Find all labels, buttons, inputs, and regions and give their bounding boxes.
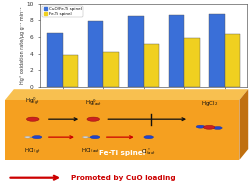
Circle shape (144, 136, 153, 139)
Bar (209, 14, 225, 87)
Polygon shape (5, 89, 248, 100)
Polygon shape (5, 100, 239, 160)
Text: Hg$^0_{(ad)}$: Hg$^0_{(ad)}$ (85, 98, 102, 108)
Text: HCl$_{(g)}$: HCl$_{(g)}$ (24, 147, 41, 157)
Circle shape (196, 125, 205, 128)
Circle shape (213, 126, 222, 129)
Circle shape (83, 136, 88, 138)
Bar (62, 54, 78, 87)
Circle shape (90, 136, 100, 139)
Bar (225, 34, 240, 87)
Bar (47, 33, 62, 87)
Bar (169, 15, 184, 87)
Text: Fe-Ti spinel: Fe-Ti spinel (99, 150, 145, 156)
Bar (88, 21, 103, 87)
Circle shape (203, 125, 215, 129)
Bar (184, 38, 200, 87)
Circle shape (25, 136, 30, 138)
Legend: CuO/Fe-Ti spinel, Fe-Ti spinel: CuO/Fe-Ti spinel, Fe-Ti spinel (42, 6, 83, 17)
Text: Promoted by CuO loading: Promoted by CuO loading (71, 175, 175, 181)
Text: Cl$^*_{(ad)}$: Cl$^*_{(ad)}$ (141, 147, 156, 157)
Text: HgCl$_2$: HgCl$_2$ (201, 99, 218, 108)
Circle shape (32, 136, 42, 139)
Circle shape (87, 117, 100, 121)
Bar (128, 16, 144, 87)
Polygon shape (239, 89, 248, 160)
Circle shape (26, 117, 39, 121)
Y-axis label: Hg° oxidation rate/μg g⁻¹ min⁻¹: Hg° oxidation rate/μg g⁻¹ min⁻¹ (20, 7, 25, 84)
Bar (144, 44, 159, 87)
Bar (103, 52, 118, 87)
Text: Hg$^0_{(g)}$: Hg$^0_{(g)}$ (25, 96, 40, 108)
Text: HCl$_{(ad)}$: HCl$_{(ad)}$ (81, 147, 100, 155)
X-axis label: Temperature/°C: Temperature/°C (119, 100, 169, 105)
